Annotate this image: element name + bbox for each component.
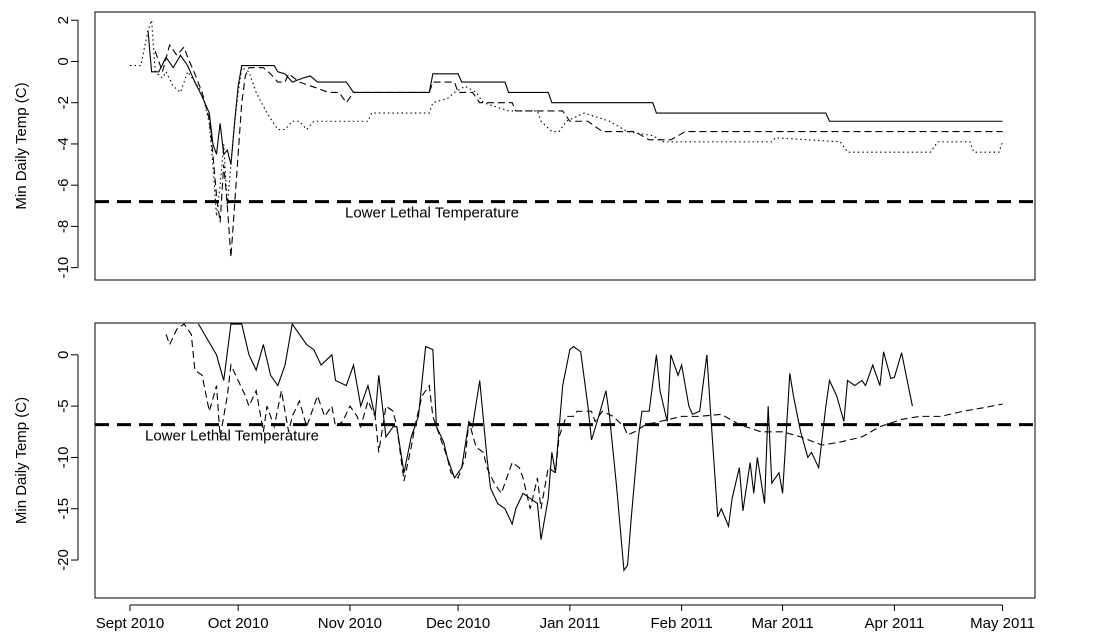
y-tick-label: -10 — [55, 447, 72, 469]
y-tick-label: -5 — [55, 399, 72, 412]
y-tick-label: 0 — [55, 351, 72, 359]
y-axis-label: Min Daily Temp (C) — [13, 397, 30, 524]
threshold-label: Lower Lethal Temperature — [345, 205, 519, 222]
data-line — [198, 323, 913, 572]
data-line — [129, 20, 1004, 217]
x-tick-label: Sept 2010 — [96, 615, 164, 632]
x-tick-label: May 2011 — [970, 615, 1035, 632]
x-tick-label: Jan 2011 — [540, 615, 601, 632]
data-line — [147, 30, 1003, 165]
y-tick-label: -10 — [55, 257, 72, 279]
y-tick-label: -15 — [55, 498, 72, 520]
x-tick-label: Nov 2010 — [318, 615, 382, 632]
x-tick-label: Feb 2011 — [651, 615, 713, 632]
y-tick-label: -20 — [55, 549, 72, 571]
x-tick-label: Oct 2010 — [208, 615, 269, 632]
y-tick-label: -2 — [55, 96, 72, 109]
x-tick-label: Dec 2010 — [426, 615, 490, 632]
y-tick-label: -6 — [55, 178, 72, 191]
data-line — [165, 323, 1003, 509]
plot-frame — [94, 322, 1036, 599]
y-tick-label: -8 — [55, 220, 72, 233]
data-line — [154, 43, 1003, 258]
plot-area — [129, 20, 1004, 258]
threshold-label: Lower Lethal Temperature — [145, 428, 319, 445]
y-tick-label: -4 — [55, 137, 72, 150]
x-tick-label: Apr 2011 — [864, 615, 924, 632]
y-tick-label: 0 — [55, 57, 72, 65]
x-tick-label: Mar 2011 — [751, 615, 813, 632]
y-tick-label: 2 — [55, 16, 72, 24]
y-axis-label: Min Daily Temp (C) — [13, 82, 30, 209]
plot-area — [165, 323, 1003, 572]
plot-frame — [94, 11, 1036, 281]
